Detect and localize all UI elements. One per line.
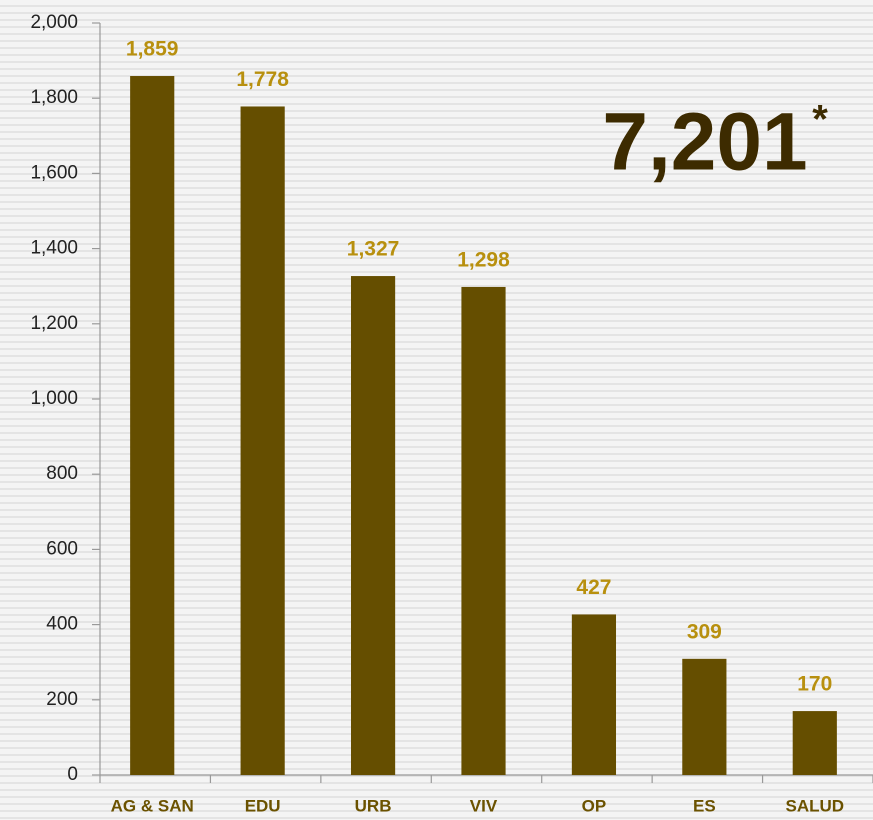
value-label: 427: [576, 576, 611, 599]
bar: [682, 658, 727, 775]
value-label: 1,298: [457, 248, 510, 271]
value-label: 1,778: [236, 68, 289, 91]
value-label: 1,327: [347, 238, 400, 261]
x-tick-label: AG & SAN: [111, 796, 194, 815]
bar: [130, 76, 175, 776]
bar: [792, 711, 837, 775]
y-tick-label: 0: [67, 764, 78, 785]
bar: [240, 106, 285, 776]
y-tick-label: 1,200: [30, 313, 78, 334]
x-tick-label: EDU: [245, 796, 281, 815]
value-label: 309: [687, 620, 722, 643]
y-tick-label: 1,600: [30, 162, 78, 183]
x-tick-label: ES: [693, 796, 716, 815]
value-label: 170: [797, 673, 832, 696]
y-tick-label: 1,800: [30, 87, 78, 108]
y-tick-label: 1,400: [30, 238, 78, 259]
y-tick-label: 400: [46, 614, 78, 635]
x-tick-label: OP: [582, 796, 607, 815]
y-tick-label: 600: [46, 538, 78, 559]
value-label: 1,859: [126, 38, 179, 61]
y-tick-label: 2,000: [30, 12, 78, 33]
x-tick-label: SALUD: [786, 796, 845, 815]
y-tick-label: 200: [46, 689, 78, 710]
bar: [350, 276, 396, 775]
bar: [571, 614, 617, 775]
total-annotation: 7,201: [602, 97, 807, 188]
y-tick-label: 800: [46, 463, 78, 484]
y-tick-label: 1,000: [30, 388, 78, 409]
x-tick-label: VIV: [470, 796, 498, 815]
x-tick-label: URB: [355, 796, 392, 815]
bar: [461, 286, 506, 775]
note-marker: *: [812, 98, 828, 142]
